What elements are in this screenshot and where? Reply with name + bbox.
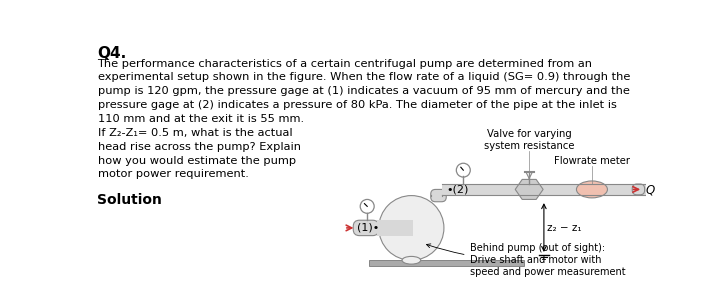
Polygon shape: [516, 179, 543, 200]
Text: Behind pump (out of sight):
Drive shaft and motor with
speed and power measureme: Behind pump (out of sight): Drive shaft …: [426, 243, 625, 277]
Text: experimental setup shown in the figure. When the flow rate of a liquid (SG= 0.9): experimental setup shown in the figure. …: [98, 72, 630, 82]
FancyBboxPatch shape: [633, 184, 645, 195]
Text: Q: Q: [645, 184, 655, 197]
Text: Flowrate meter: Flowrate meter: [554, 156, 630, 166]
Bar: [442, 184, 646, 195]
Text: Valve for varying
system resistance: Valve for varying system resistance: [484, 129, 574, 151]
Circle shape: [457, 163, 470, 177]
Text: head rise across the pump? Explain: head rise across the pump? Explain: [98, 142, 301, 152]
Text: If Z₂-Z₁= 0.5 m, what is the actual: If Z₂-Z₁= 0.5 m, what is the actual: [98, 128, 292, 138]
Circle shape: [379, 196, 444, 260]
Text: z₂ − z₁: z₂ − z₁: [547, 223, 582, 233]
Text: (1)•: (1)•: [357, 223, 379, 233]
Circle shape: [360, 200, 374, 213]
FancyBboxPatch shape: [431, 189, 447, 202]
Bar: [377, 220, 413, 236]
Bar: [369, 260, 523, 266]
Ellipse shape: [402, 256, 421, 264]
Text: Solution: Solution: [98, 192, 162, 206]
Text: The performance characteristics of a certain centrifugal pump are determined fro: The performance characteristics of a cer…: [98, 59, 592, 68]
Text: pressure gage at (2) indicates a pressure of 80 kPa. The diameter of the pipe at: pressure gage at (2) indicates a pressur…: [98, 100, 616, 110]
Text: Q4.: Q4.: [98, 46, 127, 61]
Text: motor power requirement.: motor power requirement.: [98, 169, 248, 179]
Text: how you would estimate the pump: how you would estimate the pump: [98, 156, 296, 165]
Text: •(2): •(2): [447, 184, 469, 194]
Text: 110 mm and at the exit it is 55 mm.: 110 mm and at the exit it is 55 mm.: [98, 114, 304, 124]
Ellipse shape: [577, 181, 607, 198]
FancyBboxPatch shape: [353, 220, 379, 236]
Bar: [431, 195, 442, 196]
Text: pump is 120 gpm, the pressure gage at (1) indicates a vacuum of 95 mm of mercury: pump is 120 gpm, the pressure gage at (1…: [98, 86, 630, 96]
